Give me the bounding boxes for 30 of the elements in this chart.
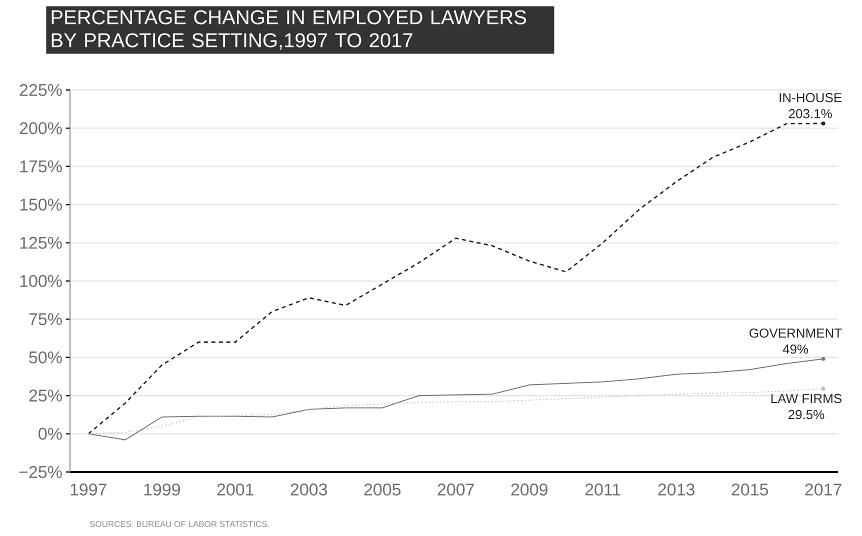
y-tick-label: 225% xyxy=(20,84,62,96)
y-tick-label: 200% xyxy=(20,122,62,134)
series-label: LAW FIRMS xyxy=(771,394,842,404)
data-label: 49% xyxy=(782,344,808,354)
x-tick-label: 2001 xyxy=(217,484,254,496)
data-label: 203.1% xyxy=(788,109,832,118)
x-tick-label: 1997 xyxy=(70,484,106,496)
x-tick-label: 2005 xyxy=(364,484,401,496)
y-tick-label: −25% xyxy=(19,466,62,478)
y-tick-label: 100% xyxy=(20,274,62,288)
x-tick-label: 2003 xyxy=(290,484,328,496)
source-note: SOURCES: BUREAU OF LABOR STATISTICS. xyxy=(90,520,269,528)
y-tick-label: 50% xyxy=(29,351,62,364)
y-tick-label: 75% xyxy=(29,313,62,326)
text: GOVERNMENT xyxy=(750,328,842,338)
data-label: 29.5% xyxy=(788,410,824,420)
x-tick-label: 1999 xyxy=(144,484,180,496)
y-tick-label: 25% xyxy=(29,390,62,402)
series-label: IN-HOUSE xyxy=(780,93,842,102)
x-tick-label: 2011 xyxy=(585,484,620,496)
chart-title: PERCENTAGE CHANGE IN EMPLOYED LAWYERS BY PRACTICE SETTING,1997 TO 2017 xyxy=(52,10,526,50)
y-tick-label: 0% xyxy=(38,428,62,440)
y-tick-label: 175% xyxy=(20,160,62,172)
x-tick-label: 2015 xyxy=(732,484,768,496)
x-tick-label: 2009 xyxy=(511,484,548,496)
x-tick-label: 2017 xyxy=(805,484,842,496)
y-tick-label: 125% xyxy=(20,236,62,249)
x-tick-label: 2007 xyxy=(438,484,474,496)
x-tick-label: 2013 xyxy=(658,484,694,496)
y-tick-label: 150% xyxy=(20,198,62,211)
